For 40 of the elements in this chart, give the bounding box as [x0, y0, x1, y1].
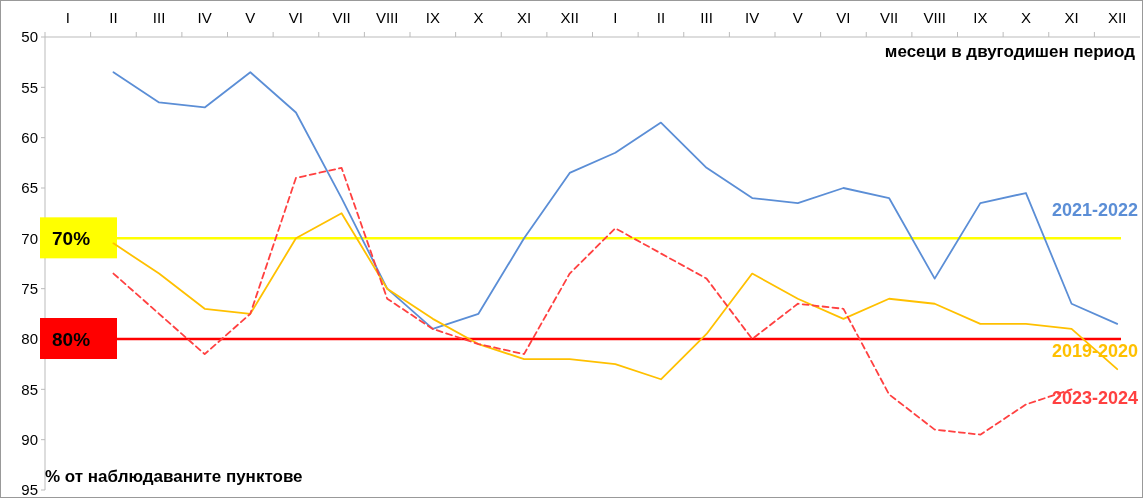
x-tick-label: XII — [1108, 9, 1127, 26]
x-tick-label: III — [152, 9, 166, 26]
x-tick-label: X — [473, 9, 484, 26]
x-tick-label: V — [792, 9, 803, 26]
y-tick-label: 60 — [21, 128, 38, 146]
y-tick-label: 80 — [21, 330, 38, 348]
x-tick-label: XI — [516, 9, 532, 26]
y-tick-label: 70 — [21, 229, 38, 247]
x-tick-label: VIII — [375, 9, 399, 26]
x-tick-label: IX — [973, 9, 988, 26]
x-tick-label: VI — [836, 9, 851, 26]
x-tick-label: III — [700, 9, 713, 26]
y-tick-label: 90 — [21, 430, 38, 448]
x-tick-label: X — [1020, 9, 1031, 26]
y-tick-label: 55 — [21, 78, 38, 96]
x-tick-label: I — [65, 9, 70, 26]
x-tick-label: XII — [560, 9, 579, 26]
x-tick-label: II — [656, 9, 666, 26]
x-tick-label: XI — [1064, 9, 1079, 26]
ref-line-label: 70% — [52, 227, 91, 249]
x-tick-label: I — [613, 9, 618, 26]
x-tick-label: II — [109, 9, 118, 26]
x-tick-label: VII — [879, 9, 899, 26]
series-label: 2021-2022 — [1051, 199, 1138, 220]
y-tick-label: 75 — [21, 279, 38, 297]
y-tick-label: 50 — [21, 28, 38, 46]
ref-line-label: 80% — [52, 328, 91, 350]
x-tick-label: VIII — [923, 9, 946, 26]
y-tick-label: 95 — [21, 481, 38, 498]
y-tick-label: 65 — [21, 179, 38, 197]
x-tick-label: V — [245, 9, 256, 26]
x-axis-title: месеци в двугодишен период — [884, 42, 1136, 61]
x-tick-label: IV — [745, 9, 760, 26]
x-tick-label: IV — [197, 9, 212, 26]
series-label: 2023-2024 — [1051, 388, 1138, 409]
x-tick-label: VI — [288, 9, 304, 26]
x-tick-label: VII — [332, 9, 351, 26]
y-axis-title: % от наблюдаваните пунктове — [45, 467, 303, 486]
x-tick-label: IX — [425, 9, 440, 26]
y-tick-label: 85 — [21, 380, 38, 398]
